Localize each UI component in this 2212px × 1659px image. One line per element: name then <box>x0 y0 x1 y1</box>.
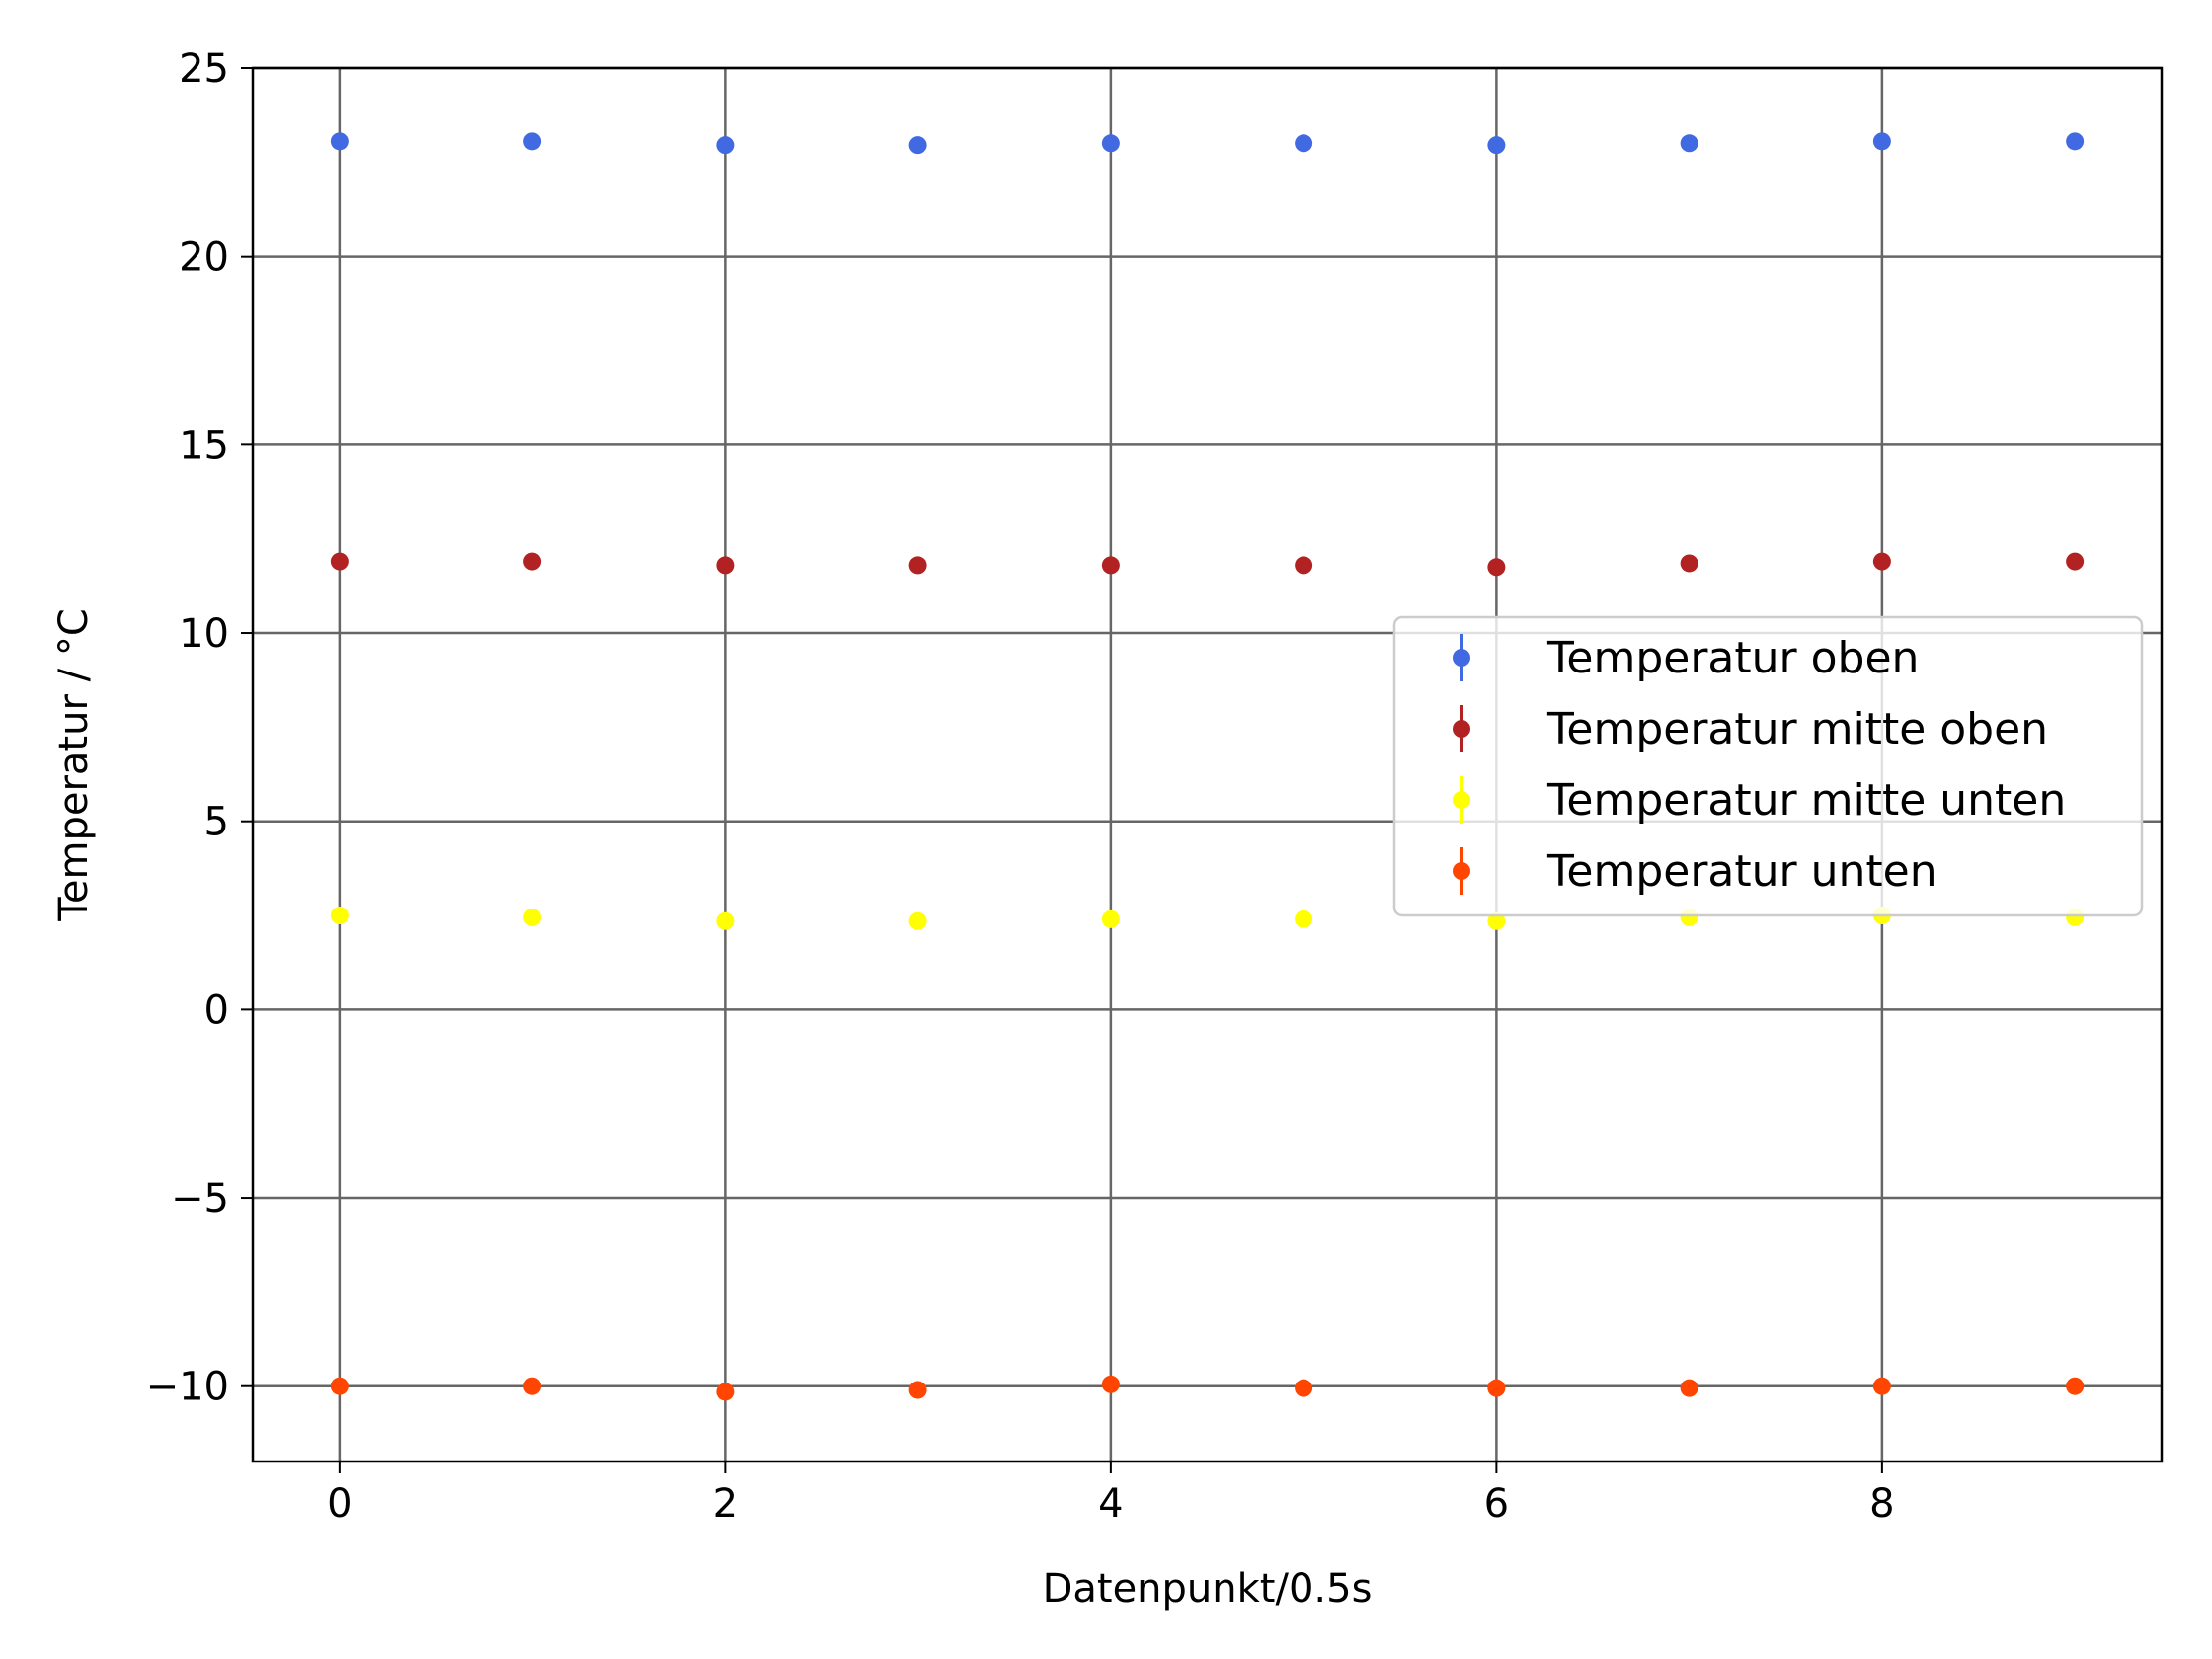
y-axis-label: Temperatur / °C <box>51 608 97 921</box>
x-tick-label: 2 <box>713 1481 738 1527</box>
y-tick-label: 20 <box>179 235 229 280</box>
legend-marker <box>1453 862 1470 880</box>
data-point <box>908 136 927 155</box>
data-point <box>2066 132 2085 151</box>
axis-ticks: 0 2 4 6 8 −10 −5 0 5 10 15 20 25 <box>146 46 1895 1527</box>
plot-frame <box>251 66 2164 1463</box>
data-point <box>1295 134 1313 153</box>
legend-label: Temperatur unten <box>1546 846 1937 897</box>
legend-item: Temperatur mitte unten <box>1453 775 2066 826</box>
data-point <box>523 908 542 926</box>
data-point <box>908 556 927 575</box>
data-point <box>1295 909 1313 928</box>
y-tick-label: 5 <box>204 800 229 845</box>
series-4 <box>330 1375 2085 1401</box>
data-point <box>1680 1379 1698 1397</box>
data-point <box>1872 1377 1891 1395</box>
data-point <box>523 1377 542 1395</box>
series-1 <box>330 132 2085 155</box>
y-tick-label: −5 <box>171 1176 229 1222</box>
x-tick-label: 4 <box>1098 1481 1123 1527</box>
data-point <box>2066 1377 2085 1395</box>
data-point <box>1295 1379 1313 1397</box>
y-tick-label: 10 <box>179 611 229 657</box>
data-point <box>1101 909 1120 928</box>
data-point <box>1487 911 1506 930</box>
data-point <box>1101 556 1120 575</box>
x-tick-label: 6 <box>1484 1481 1509 1527</box>
y-tick-label: 25 <box>179 46 229 92</box>
data-point <box>1872 132 1891 151</box>
legend-box <box>1392 615 2144 917</box>
data-point <box>1295 556 1313 575</box>
data-point <box>1487 1379 1506 1397</box>
data-point <box>1101 134 1120 153</box>
data-point <box>1680 134 1698 153</box>
data-point <box>523 552 542 571</box>
legend-label: Temperatur mitte oben <box>1546 704 2048 754</box>
data-point <box>330 552 349 571</box>
data-point <box>908 911 927 930</box>
legend-item: Temperatur unten <box>1453 846 1937 897</box>
y-tick-label: −10 <box>146 1365 229 1410</box>
legend: Temperatur oben Temperatur mitte oben Temp… <box>1392 615 2144 917</box>
x-tick-label: 0 <box>327 1481 352 1527</box>
legend-label: Temperatur mitte unten <box>1546 775 2066 826</box>
legend-marker <box>1453 720 1470 738</box>
data-point <box>716 556 735 575</box>
legend-label: Temperatur oben <box>1546 633 1919 683</box>
data-point <box>716 1382 735 1401</box>
y-tick-label: 15 <box>179 423 229 468</box>
data-point <box>2066 552 2085 571</box>
data-point <box>1872 552 1891 571</box>
data-point <box>1487 136 1506 155</box>
x-axis-label: Datenpunkt/0.5s <box>1043 1566 1373 1612</box>
legend-marker <box>1453 649 1470 667</box>
legend-item: Temperatur mitte oben <box>1453 704 2048 754</box>
data-point <box>716 136 735 155</box>
data-point <box>330 132 349 151</box>
data-point <box>330 1377 349 1395</box>
x-tick-label: 8 <box>1869 1481 1894 1527</box>
data-point <box>1487 558 1506 577</box>
data-point <box>1680 554 1698 573</box>
data-point <box>716 911 735 930</box>
data-point <box>330 907 349 925</box>
data-point <box>908 1381 927 1399</box>
legend-item: Temperatur oben <box>1453 633 1919 683</box>
y-tick-label: 0 <box>204 988 229 1033</box>
legend-marker <box>1453 791 1470 809</box>
data-point <box>523 132 542 151</box>
series-2 <box>330 552 2085 577</box>
data-point <box>1101 1375 1120 1393</box>
